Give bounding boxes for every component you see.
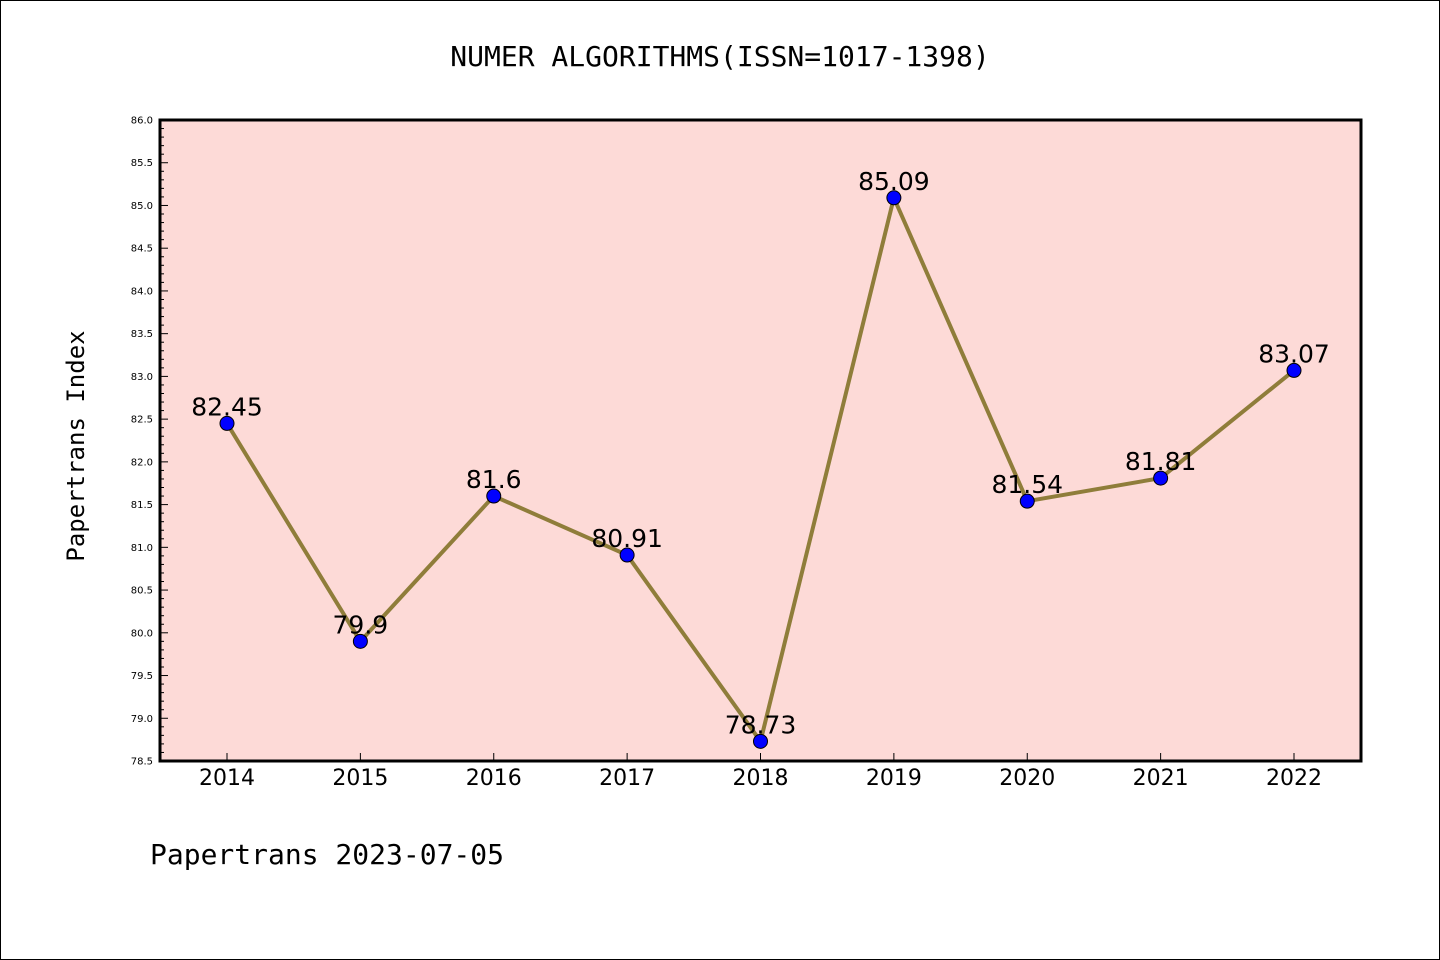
data-label: 81.54 bbox=[991, 470, 1063, 499]
x-tick-label: 2022 bbox=[1266, 766, 1322, 791]
data-point-marker bbox=[1019, 493, 1035, 509]
y-tick-label: 80.5 bbox=[131, 586, 153, 597]
data-label: 83.07 bbox=[1258, 339, 1330, 368]
x-tick-label: 2016 bbox=[466, 766, 522, 791]
x-tick-label: 2015 bbox=[332, 766, 388, 791]
data-label: 78.73 bbox=[725, 710, 797, 739]
data-label: 81.6 bbox=[466, 465, 522, 494]
plot-background bbox=[160, 120, 1361, 761]
data-label: 81.81 bbox=[1125, 447, 1197, 476]
y-axis-label: Papertrans Index bbox=[62, 330, 90, 561]
y-tick-label: 78.5 bbox=[131, 757, 153, 768]
y-tick-label: 81.5 bbox=[131, 500, 153, 511]
y-tick-label: 85.0 bbox=[131, 201, 153, 212]
y-tick-label: 79.0 bbox=[131, 714, 153, 725]
data-label: 80.91 bbox=[591, 524, 663, 553]
y-tick-label: 86.0 bbox=[131, 116, 153, 127]
x-tick-label: 2018 bbox=[733, 766, 789, 791]
y-tick-label: 80.0 bbox=[131, 628, 153, 639]
y-tick-label: 81.0 bbox=[131, 543, 153, 554]
x-tick-label: 2021 bbox=[1133, 766, 1189, 791]
y-tick-label: 85.5 bbox=[131, 158, 153, 169]
data-point-marker bbox=[352, 633, 368, 649]
x-tick-label: 2019 bbox=[866, 766, 922, 791]
x-tick-label: 2020 bbox=[999, 766, 1055, 791]
data-point-marker bbox=[1286, 362, 1302, 378]
y-tick-label: 84.5 bbox=[131, 244, 153, 255]
data-point-marker bbox=[619, 547, 635, 563]
data-label: 85.09 bbox=[858, 167, 930, 196]
data-label: 79.9 bbox=[333, 610, 389, 639]
x-tick-label: 2017 bbox=[599, 766, 655, 791]
plot-border bbox=[158, 118, 1363, 763]
data-point-marker bbox=[753, 733, 768, 749]
y-tick-label: 82.5 bbox=[131, 415, 153, 426]
plot-area: 78.5 79.0 79.5 80.0 80.5 81.0 81.5 82.0 82.5 83.0… bbox=[131, 116, 1363, 791]
data-point-marker bbox=[486, 488, 502, 504]
data-label: 82.45 bbox=[191, 392, 263, 421]
y-tick-label: 84.0 bbox=[131, 286, 153, 297]
y-tick-label: 83.0 bbox=[131, 372, 153, 383]
data-point-marker bbox=[886, 190, 902, 206]
x-tick-label: 2014 bbox=[199, 766, 255, 791]
data-point-marker bbox=[219, 415, 235, 431]
y-tick-label: 79.5 bbox=[131, 671, 153, 682]
data-point-marker bbox=[1153, 470, 1169, 486]
y-tick-label: 82.0 bbox=[131, 457, 153, 468]
footer-date: Papertrans 2023-07-05 bbox=[150, 838, 504, 871]
y-tick-label: 83.5 bbox=[131, 329, 153, 340]
chart-title: NUMER ALGORITHMS(ISSN=1017-1398) bbox=[450, 40, 989, 73]
